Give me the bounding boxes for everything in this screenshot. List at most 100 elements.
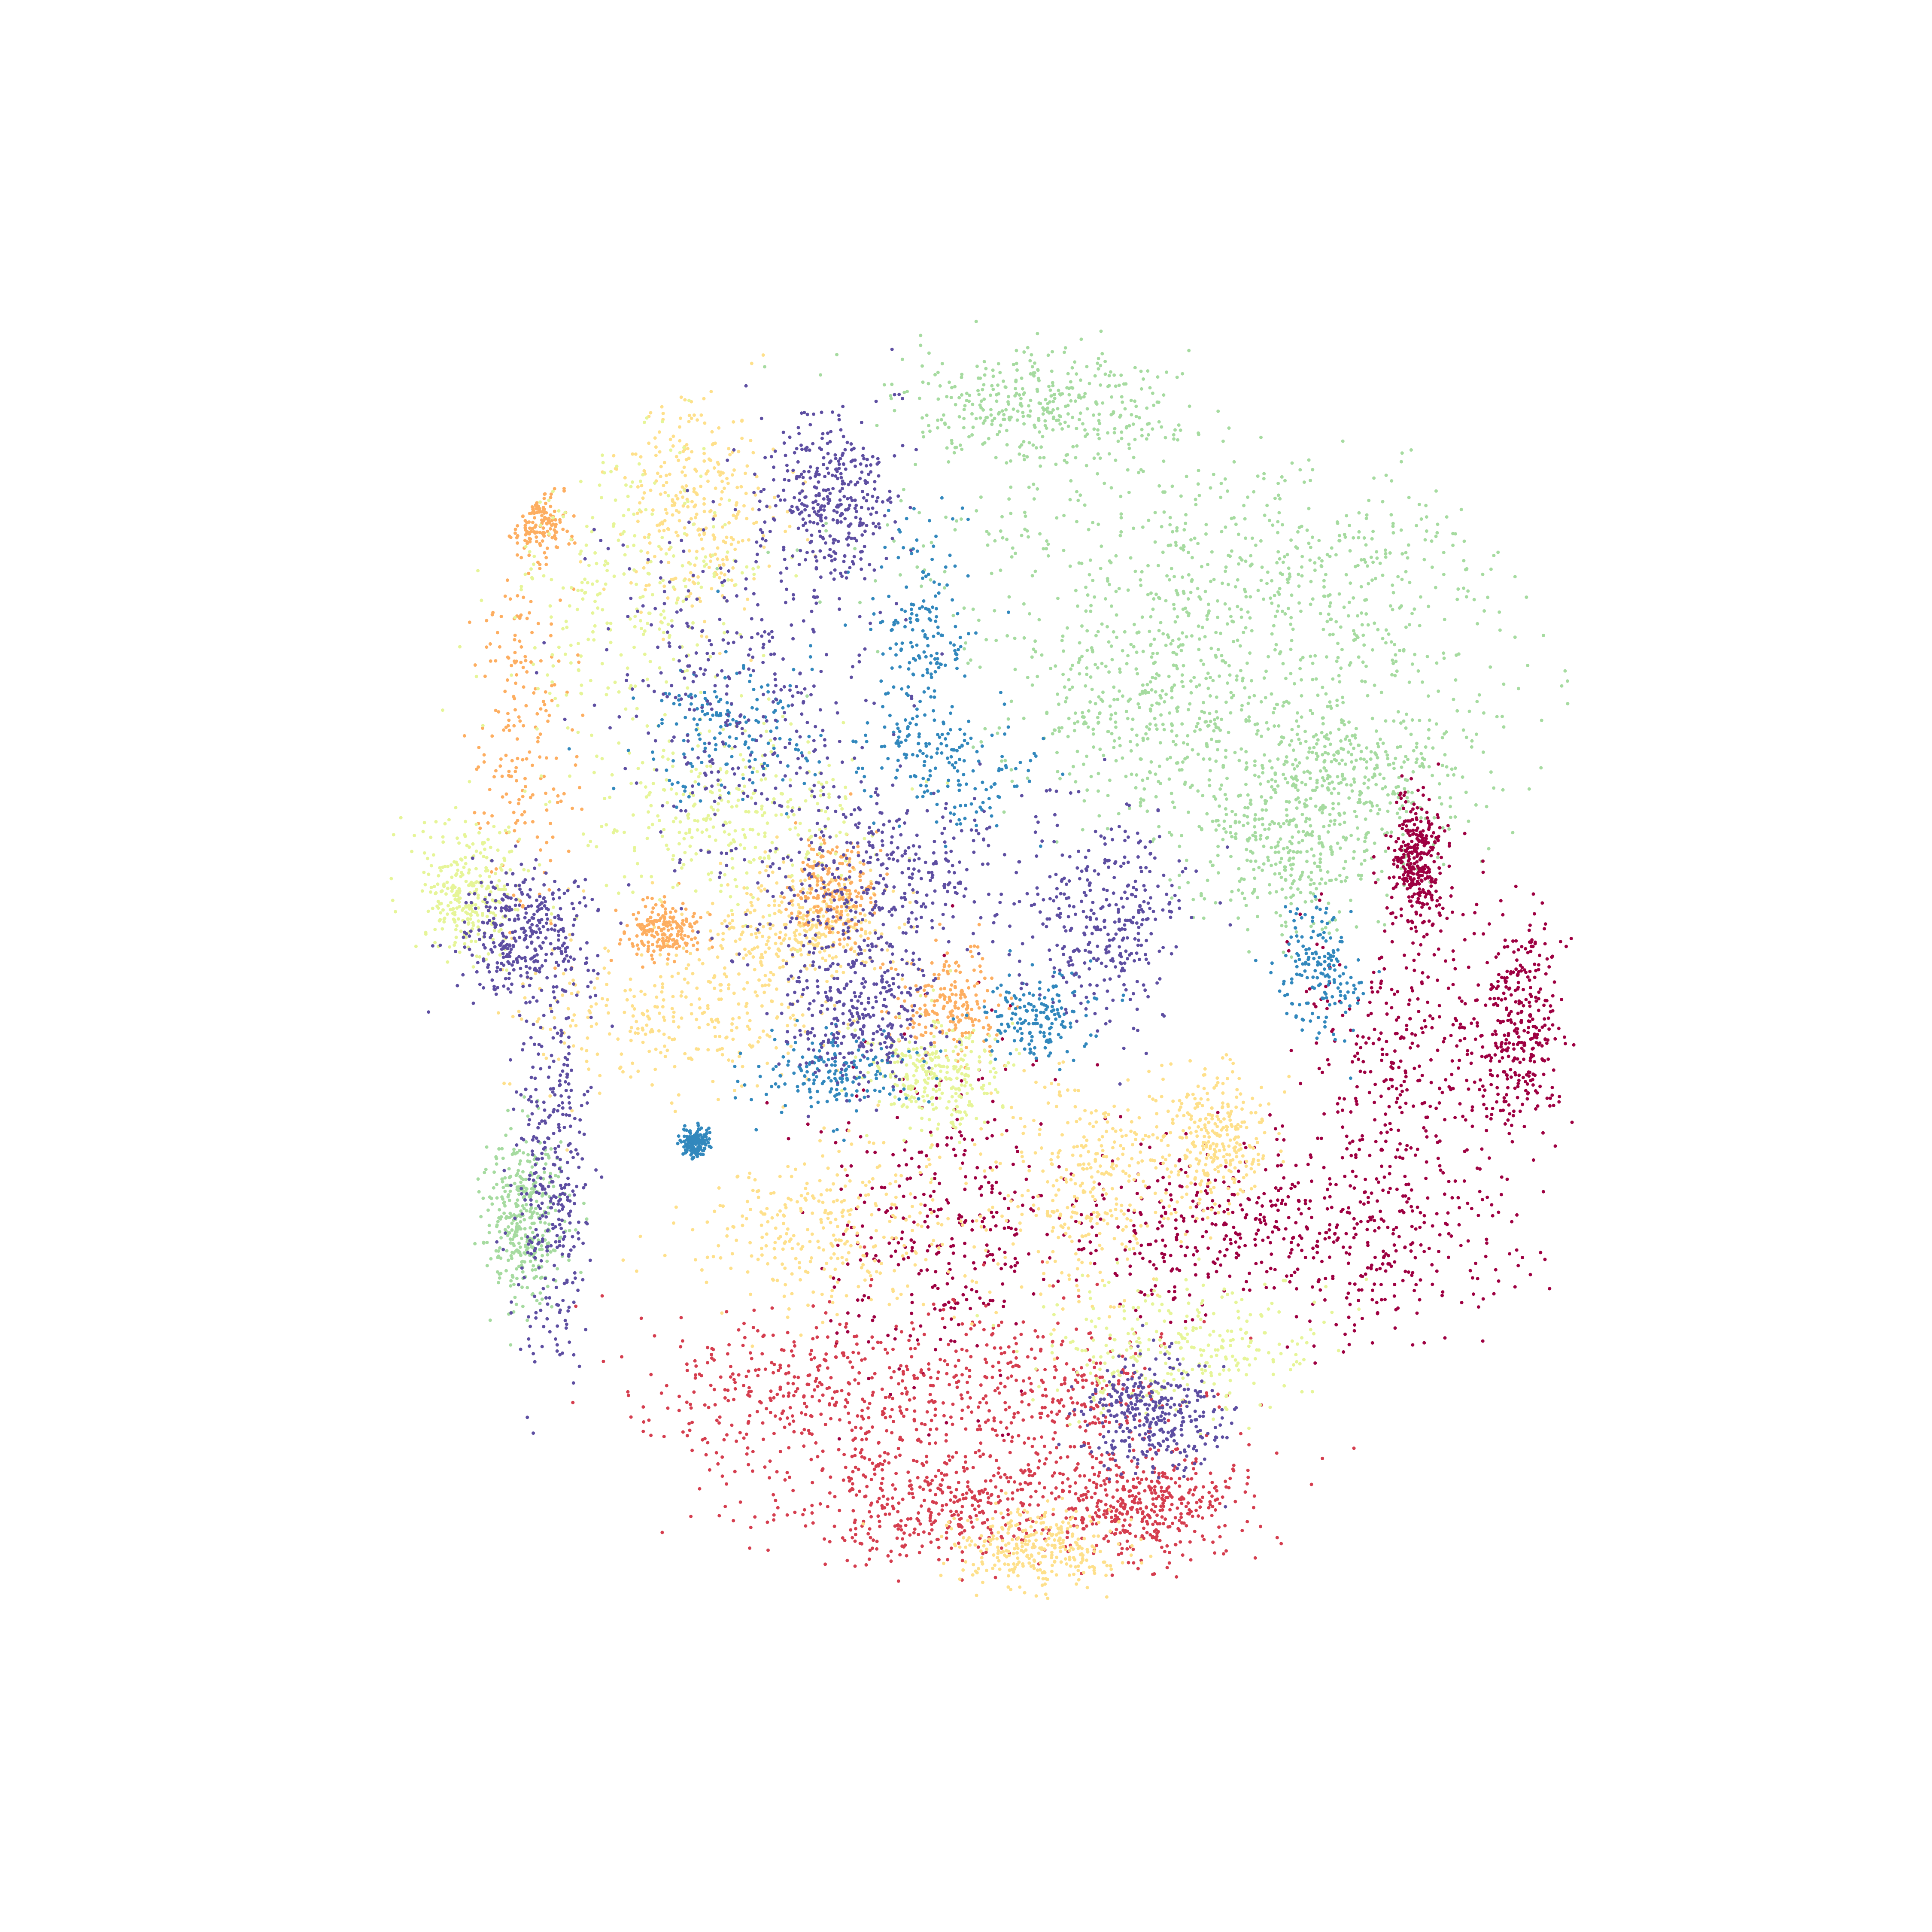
scatter-point	[1016, 409, 1020, 413]
scatter-point	[1405, 1200, 1409, 1204]
scatter-point	[975, 1344, 979, 1348]
scatter-point	[1161, 1238, 1165, 1242]
scatter-point	[1398, 1036, 1402, 1040]
scatter-point	[535, 1299, 539, 1303]
scatter-point	[1409, 1249, 1413, 1253]
scatter-point	[1404, 1101, 1408, 1105]
scatter-point	[1414, 930, 1418, 933]
scatter-point	[753, 1368, 757, 1372]
scatter-point	[585, 1217, 589, 1221]
scatter-point	[1437, 1250, 1441, 1253]
scatter-point	[1318, 769, 1322, 773]
scatter-point	[1174, 743, 1178, 747]
scatter-point	[1404, 626, 1408, 629]
scatter-point	[1276, 757, 1280, 761]
scatter-point	[1495, 1086, 1499, 1090]
scatter-point	[1384, 1252, 1388, 1256]
scatter-point	[1220, 654, 1224, 658]
scatter-point	[1335, 1238, 1339, 1242]
scatter-point	[1463, 1002, 1467, 1005]
scatter-point	[1406, 556, 1410, 560]
scatter-point	[1243, 1216, 1247, 1220]
scatter-point	[649, 1434, 653, 1437]
scatter-point	[1261, 1238, 1265, 1242]
scatter-point	[1121, 649, 1124, 653]
scatter-point	[1174, 541, 1178, 544]
scatter-point	[1438, 872, 1442, 875]
scatter-point	[531, 1230, 535, 1234]
scatter-point	[1370, 986, 1373, 990]
scatter-point	[1369, 750, 1373, 754]
scatter-point	[1466, 589, 1470, 593]
scatter-point	[1202, 701, 1205, 705]
scatter-point	[1132, 645, 1136, 649]
scatter-point	[934, 1084, 938, 1088]
scatter-point	[1194, 498, 1197, 501]
scatter-point	[1007, 595, 1011, 599]
scatter-point	[1415, 757, 1419, 761]
scatter-point	[1343, 762, 1347, 766]
scatter-point	[933, 1307, 937, 1311]
scatter-point	[1519, 969, 1523, 973]
scatter-point	[1349, 1110, 1353, 1114]
scatter-point	[988, 1298, 992, 1302]
scatter-point	[1224, 1165, 1227, 1169]
scatter-point	[945, 1143, 949, 1147]
scatter-point	[863, 1245, 866, 1249]
scatter-point	[504, 1133, 508, 1137]
scatter-point	[1394, 1249, 1398, 1253]
scatter-point	[1209, 580, 1212, 583]
scatter-point	[1000, 409, 1004, 413]
scatter-point	[973, 1176, 977, 1180]
scatter-point	[1355, 1042, 1358, 1046]
scatter-point	[1409, 1146, 1413, 1150]
scatter-point	[1528, 1059, 1532, 1063]
scatter-point	[1378, 562, 1382, 565]
scatter-point	[742, 1321, 746, 1325]
scatter-point	[1261, 766, 1265, 770]
scatter-point	[969, 1355, 973, 1358]
scatter-point	[495, 1270, 499, 1274]
scatter-point	[816, 1455, 820, 1458]
scatter-point	[1442, 551, 1446, 554]
scatter-point	[1254, 1217, 1258, 1221]
scatter-point	[950, 1237, 954, 1241]
scatter-point	[1269, 796, 1273, 799]
scatter-point	[1389, 640, 1393, 644]
scatter-point	[1400, 577, 1404, 581]
scatter-point	[1343, 1175, 1347, 1178]
scatter-point	[928, 1393, 932, 1397]
scatter-point	[1314, 897, 1318, 901]
scatter-point	[1148, 386, 1152, 390]
scatter-point	[1000, 1037, 1004, 1041]
scatter-point	[1055, 840, 1059, 844]
scatter-point	[805, 1405, 808, 1409]
scatter-point	[1058, 777, 1062, 781]
scatter-point	[1132, 1224, 1136, 1227]
scatter-point	[1106, 579, 1109, 583]
scatter-point	[532, 1264, 535, 1268]
scatter-point	[936, 397, 940, 401]
scatter-point	[1481, 750, 1485, 754]
scatter-point	[772, 1371, 775, 1375]
scatter-point	[1374, 783, 1378, 787]
scatter-point	[1009, 768, 1013, 772]
scatter-point	[1094, 1249, 1098, 1252]
scatter-point	[1406, 863, 1410, 867]
scatter-point	[1383, 1297, 1387, 1301]
scatter-point	[1438, 1233, 1442, 1237]
scatter-point	[1355, 1103, 1359, 1106]
scatter-point	[1139, 801, 1142, 805]
scatter-point	[997, 430, 1001, 434]
scatter-point	[1533, 1035, 1537, 1039]
scatter-point	[999, 568, 1002, 572]
scatter-point	[530, 1215, 534, 1218]
scatter-point	[1382, 967, 1386, 971]
scatter-point	[968, 1368, 972, 1372]
scatter-point	[1099, 383, 1103, 387]
scatter-point	[1119, 516, 1123, 519]
scatter-point	[830, 1396, 834, 1400]
scatter-point	[1462, 1179, 1466, 1183]
scatter-point	[1249, 799, 1253, 802]
scatter-point	[936, 371, 940, 374]
